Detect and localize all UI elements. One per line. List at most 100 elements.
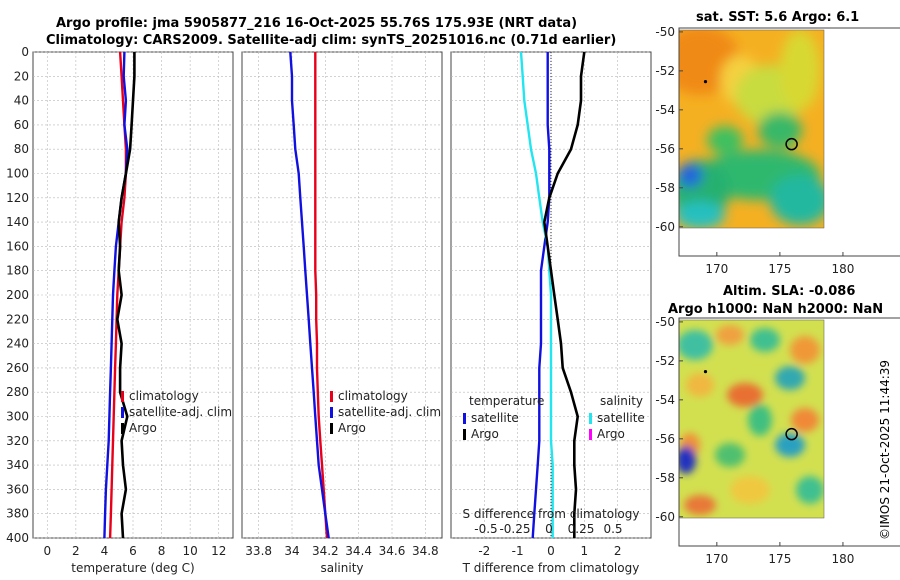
x-tick-label-secondary: 0.25 (568, 522, 595, 536)
map-y-tick-label: -50 (655, 315, 675, 329)
y-tick-label: 160 (6, 239, 29, 253)
legend-label: satellite-adj. clim (129, 405, 232, 419)
map-y-tick-label: -60 (655, 220, 675, 234)
map-y-tick-label: -56 (655, 142, 675, 156)
map-x-tick-label: 175 (768, 552, 791, 566)
y-tick-label: 20 (14, 69, 29, 83)
y-tick-label: 360 (6, 482, 29, 496)
legend-swatch (330, 407, 333, 418)
series-line-argo (116, 52, 136, 539)
x-tick-label: -1 (512, 544, 524, 558)
y-tick-label: 300 (6, 410, 29, 424)
x-tick-label: 34.2 (312, 544, 339, 558)
series-line-salinity-satellite (519, 51, 554, 538)
map-y-tick-label: -58 (655, 471, 675, 485)
y-tick-label: 100 (6, 167, 29, 181)
sla-map-subtitle: Argo h1000: NaN h2000: NaN (668, 302, 884, 317)
map-y-tick-label: -52 (655, 64, 675, 78)
map-y-tick-label: -56 (655, 432, 675, 446)
map-x-tick-label: 170 (705, 552, 728, 566)
y-tick-label: 340 (6, 458, 29, 472)
legend-swatch (121, 423, 124, 434)
x-tick-label: 0 (547, 544, 555, 558)
x-tick-label: 33.8 (245, 544, 272, 558)
legend-group-title: temperature (469, 394, 544, 408)
map-y-tick-label: -54 (655, 103, 675, 117)
y-tick-label: 400 (6, 531, 29, 545)
legend-label: Argo (471, 427, 499, 441)
y-tick-label: 320 (6, 434, 29, 448)
argo-location-marker (785, 427, 798, 441)
y-tick-label: 380 (6, 507, 29, 521)
figure-title-line2: Climatology: CARS2009. Satellite-adj cli… (46, 33, 617, 48)
legend-group-title: salinity (600, 394, 643, 408)
legend-label: satellite (597, 411, 645, 425)
map-frame (678, 317, 900, 547)
map-y-tick-label: -54 (655, 393, 675, 407)
y-tick-label: 0 (21, 45, 29, 59)
sla-map-title: Altim. SLA: -0.086 (723, 284, 856, 299)
legend-swatch (330, 391, 333, 402)
legend-label: climatology (338, 389, 408, 403)
x-axis-label: temperature (deg C) (71, 561, 194, 575)
map-x-tick-label: 175 (768, 262, 791, 276)
y-tick-label: 220 (6, 312, 29, 326)
legend-swatch (463, 429, 466, 440)
difference-panel: -2 -1 0 1 2 T difference from climatology temp… (450, 51, 652, 575)
legend-label: satellite-adj. clim (338, 405, 441, 419)
legend-label: climatology (129, 389, 199, 403)
x-tick-label: 12 (211, 544, 226, 558)
map-y-tick-label: -60 (655, 510, 675, 524)
y-tick-label: 140 (6, 215, 29, 229)
salinity-panel: 33.8 34 34.2 34.4 34.6 34.8 salinity climatolog… (241, 51, 443, 575)
y-tick-label: 40 (14, 94, 29, 108)
argo-location-marker (785, 137, 798, 151)
y-tick-label: 120 (6, 191, 29, 205)
series-line-climatology (314, 52, 329, 539)
figure-title-line1: Argo profile: jma 5905877_216 16-Oct-202… (56, 16, 578, 31)
legend-swatch (121, 391, 124, 402)
series-line-satellite-adj-clim (103, 51, 129, 539)
legend-swatch (463, 413, 466, 424)
y-tick-label: 260 (6, 361, 29, 375)
x-tick-label-secondary: 0.5 (603, 522, 622, 536)
sst-map-title: sat. SST: 5.6 Argo: 6.1 (696, 10, 860, 25)
map-x-tick-label: 180 (831, 262, 854, 276)
y-tick-label: 60 (14, 118, 29, 132)
x-tick-label: 8 (158, 544, 166, 558)
x-tick-label-secondary: -0.25 (499, 522, 530, 536)
x-tick-label-secondary: 0 (545, 522, 553, 536)
x-axis-label: salinity (320, 561, 363, 575)
x-axis-label-secondary: S difference from climatology (463, 507, 640, 521)
x-tick-label: 34 (284, 544, 299, 558)
legend-swatch (330, 423, 333, 434)
y-tick-label: 280 (6, 385, 29, 399)
legend-label: Argo (129, 421, 157, 435)
series-line-temperature-argo (542, 51, 586, 538)
temperature-panel: 0 2 4 6 8 10 120204060801001201401601802002202… (6, 45, 234, 575)
y-tick-label: 200 (6, 288, 29, 302)
legend-swatch (589, 429, 592, 440)
x-tick-label: 1 (581, 544, 589, 558)
sla-map: 170 175 180 -50 -52 -54 -56 -58 -60 (655, 315, 900, 566)
x-tick-label: 6 (129, 544, 137, 558)
legend-swatch (121, 407, 124, 418)
x-tick-label: -2 (478, 544, 490, 558)
map-frame (678, 27, 900, 257)
x-tick-label: 0 (43, 544, 51, 558)
series-line-satellite-adj-clim (289, 51, 330, 539)
legend-label: Argo (597, 427, 625, 441)
y-tick-label: 80 (14, 142, 29, 156)
sst-map: 170 175 180 -50 -52 -54 -56 -58 -60 (655, 25, 900, 276)
x-tick-label: 10 (183, 544, 198, 558)
x-axis-label: T difference from climatology (462, 561, 640, 575)
y-tick-label: 240 (6, 337, 29, 351)
map-x-tick-label: 170 (705, 262, 728, 276)
x-tick-label: 4 (101, 544, 109, 558)
x-tick-label: 2 (72, 544, 80, 558)
y-tick-label: 180 (6, 264, 29, 278)
x-tick-label: 34.8 (412, 544, 439, 558)
legend-label: satellite (471, 411, 519, 425)
x-tick-label-secondary: -0.5 (474, 522, 497, 536)
